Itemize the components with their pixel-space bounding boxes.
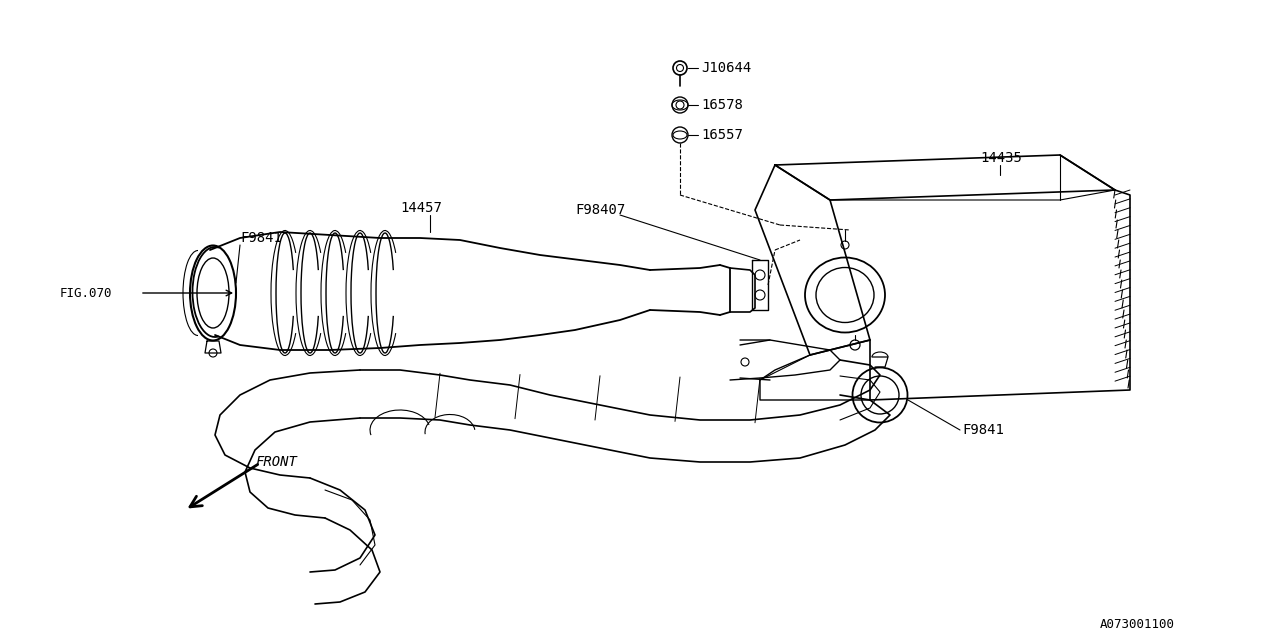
Text: FIG.070: FIG.070 bbox=[60, 287, 113, 300]
Text: 14457: 14457 bbox=[401, 201, 442, 215]
Text: F9841: F9841 bbox=[963, 423, 1004, 437]
Text: J10644: J10644 bbox=[701, 61, 751, 75]
Text: F98407: F98407 bbox=[575, 203, 625, 217]
Text: 14435: 14435 bbox=[980, 151, 1021, 165]
Text: 16578: 16578 bbox=[701, 98, 742, 112]
Text: FRONT: FRONT bbox=[255, 455, 297, 469]
Text: 16557: 16557 bbox=[701, 128, 742, 142]
Text: A073001100: A073001100 bbox=[1100, 618, 1175, 632]
Text: F9841: F9841 bbox=[241, 231, 282, 245]
